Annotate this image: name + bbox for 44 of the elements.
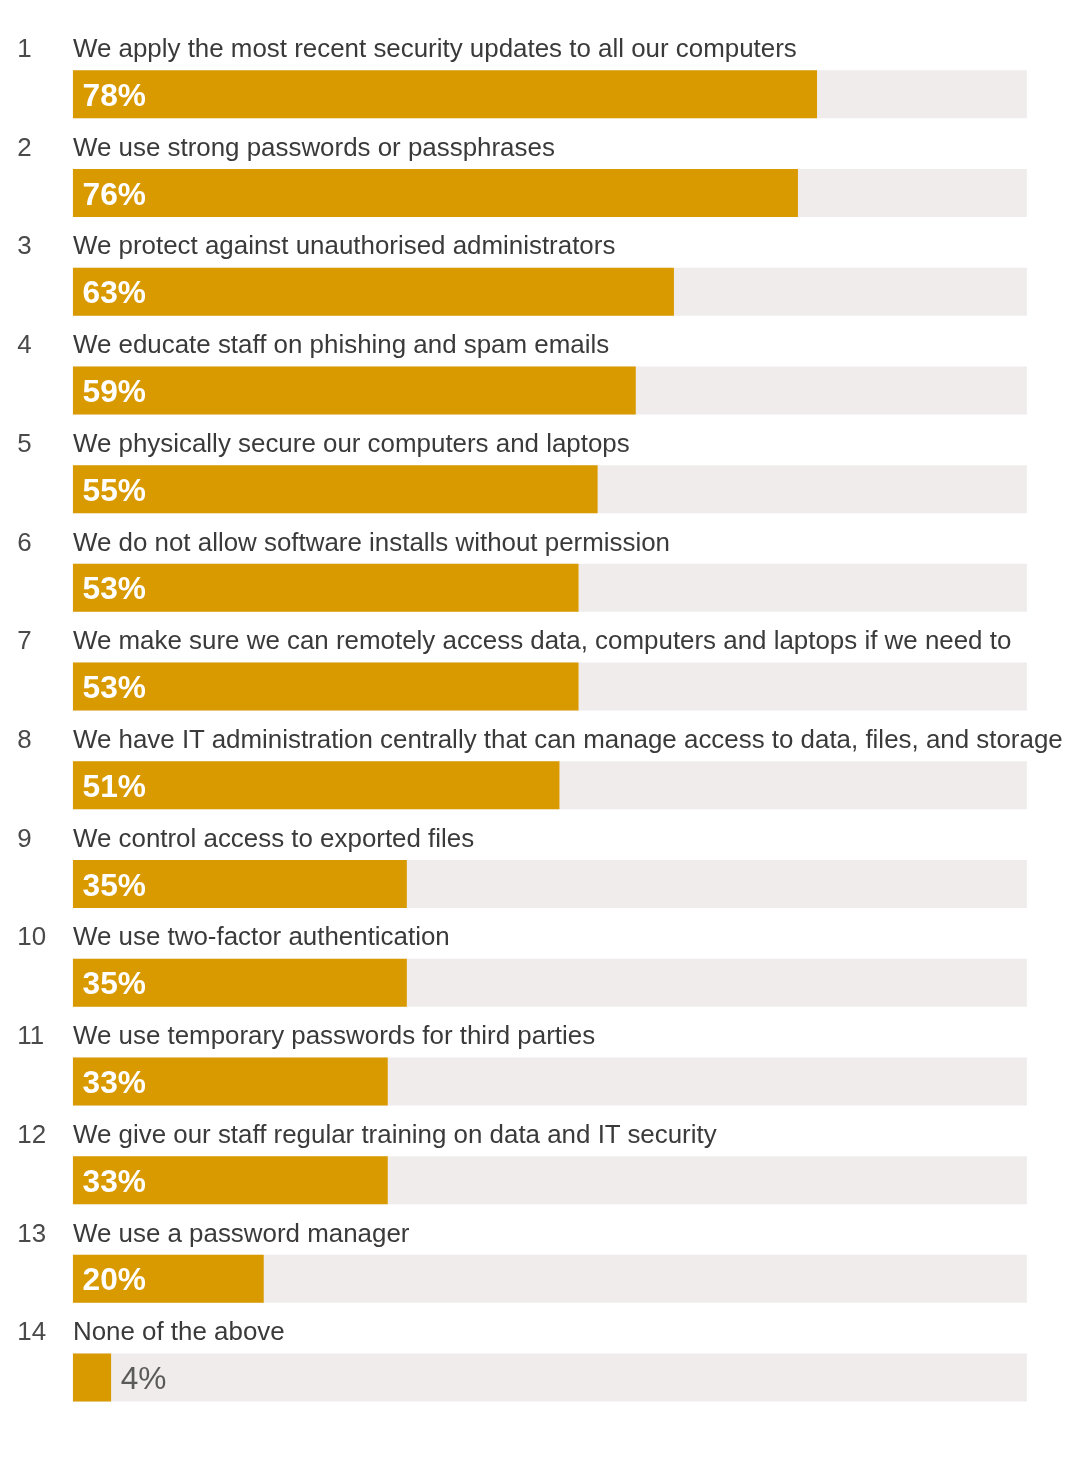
data-label: 35% [82, 866, 146, 903]
data-label: 63% [82, 274, 146, 311]
y-tick-label: We give our staff regular training on data and IT security [72, 1119, 717, 1148]
y-tick-label: We educate staff on phishing and spam emails [72, 330, 610, 359]
y-tick-label: We make sure we can remotely access data, computers and laptops if we need to [72, 626, 1012, 655]
data-label: 20% [82, 1261, 146, 1298]
y-tick-label: We physically secure our computers and laptops [72, 428, 630, 457]
text: 3 [17, 231, 32, 260]
data-label: 53% [82, 570, 146, 607]
text: 4 [17, 330, 32, 359]
data-label: 53% [82, 669, 146, 706]
text: 12 [17, 1119, 47, 1148]
data-label: 78% [82, 76, 146, 113]
text: 5 [17, 428, 32, 457]
text: 8 [17, 724, 32, 753]
text: 10 [17, 922, 47, 951]
y-tick-label: We use a password manager [72, 1218, 410, 1247]
text: 7 [17, 626, 32, 655]
data-label: 35% [82, 965, 146, 1002]
text: 6 [17, 527, 32, 556]
bar [72, 1353, 112, 1402]
y-tick-label: We have IT administration centrally that can manage access to data, files, and storage [72, 724, 1063, 753]
text: 9 [17, 823, 32, 852]
data-label: 33% [82, 1162, 146, 1199]
data-label: 76% [82, 175, 146, 212]
text: 13 [17, 1218, 47, 1247]
y-tick-label: We control access to exported files [72, 823, 475, 852]
text: 14 [17, 1317, 47, 1346]
y-tick-label: We apply the most recent security updates to all our computers [72, 34, 797, 62]
y-tick-label: We use strong passwords or passphrases [72, 132, 555, 161]
text: 11 [17, 1021, 45, 1050]
data-label: 55% [82, 471, 146, 508]
y-tick-label: We use temporary passwords for third parties [72, 1021, 596, 1050]
data-label: 4% [120, 1360, 167, 1397]
data-label: 51% [82, 767, 146, 804]
text: 1 [17, 34, 32, 62]
data-label: 33% [82, 1063, 146, 1100]
y-tick-label: We use two-factor authentication [72, 922, 450, 951]
y-tick-label: We do not allow software installs without permission [72, 527, 671, 556]
text: 2 [17, 132, 32, 161]
data-label: 59% [82, 372, 146, 409]
y-tick-label: We protect against unauthorised administrators [72, 231, 616, 260]
bar [72, 1254, 264, 1303]
y-tick-label: None of the above [72, 1317, 285, 1346]
